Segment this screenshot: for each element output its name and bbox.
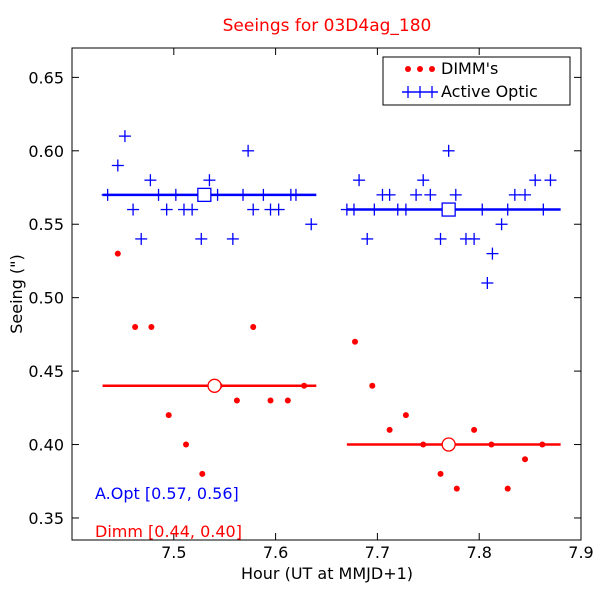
legend-label-dimm: DIMM's bbox=[441, 59, 498, 78]
dimm-point bbox=[267, 397, 274, 404]
active-optic-point bbox=[257, 188, 270, 201]
active-optic-point bbox=[247, 203, 260, 216]
x-axis-label: Hour (UT at MMJD+1) bbox=[241, 564, 413, 583]
legend-dimm-dot bbox=[417, 66, 423, 72]
active-optic-point bbox=[242, 144, 255, 157]
active-optic-point bbox=[468, 232, 481, 245]
active-optic-point bbox=[410, 188, 423, 201]
dimm-point bbox=[132, 324, 139, 331]
active-optic-point bbox=[127, 203, 140, 216]
active-optic-point bbox=[152, 188, 165, 201]
active-optic-point bbox=[169, 188, 182, 201]
dimm-point bbox=[453, 485, 460, 492]
active-optic-point bbox=[501, 203, 514, 216]
legend: DIMM's Active Optic bbox=[382, 56, 571, 106]
active-optic-point bbox=[417, 174, 430, 187]
active-optic-point bbox=[272, 203, 285, 216]
active-optic-point bbox=[211, 188, 224, 201]
active-optic-point bbox=[495, 218, 508, 231]
active-optic-point bbox=[160, 203, 173, 216]
active-optic-point bbox=[442, 144, 455, 157]
y-tick-label: 0.45 bbox=[28, 362, 64, 381]
mean-marker-circle bbox=[207, 378, 222, 393]
active-optic-point bbox=[289, 188, 302, 201]
active-optic-point bbox=[305, 218, 318, 231]
dimm-point bbox=[522, 456, 529, 463]
y-axis-label: Seeing (") bbox=[7, 254, 26, 334]
plot-frame bbox=[71, 47, 582, 541]
active-optic-point bbox=[476, 203, 489, 216]
active-optic-point bbox=[486, 247, 499, 260]
y-tick-label: 0.40 bbox=[28, 436, 64, 455]
y-tick-label: 0.50 bbox=[28, 289, 64, 308]
x-tick-label: 7.6 bbox=[263, 543, 288, 562]
active-optic-point bbox=[203, 174, 216, 187]
legend-dimm-dot bbox=[405, 66, 411, 72]
mean-marker-square bbox=[197, 187, 212, 203]
y-tick-label: 0.55 bbox=[28, 215, 64, 234]
dimm-point bbox=[386, 426, 393, 433]
dimm-point bbox=[165, 412, 172, 419]
active-optic-point bbox=[353, 174, 366, 187]
dimm-point bbox=[148, 324, 155, 331]
x-tick-label: 7.9 bbox=[568, 543, 593, 562]
annotation-aopt: A.Opt [0.57, 0.56] bbox=[95, 484, 239, 503]
active-optic-point bbox=[399, 203, 412, 216]
dimm-point bbox=[250, 324, 257, 331]
active-optic-point bbox=[537, 203, 550, 216]
dimm-point bbox=[301, 382, 308, 389]
y-tick-label: 0.65 bbox=[28, 68, 64, 87]
dimm-point bbox=[504, 485, 511, 492]
legend-box bbox=[382, 56, 571, 106]
dimm-point bbox=[437, 470, 444, 477]
dimm-point bbox=[539, 441, 546, 448]
legend-label-active-optic: Active Optic bbox=[441, 82, 538, 101]
active-optic-point bbox=[135, 232, 148, 245]
active-optic-point bbox=[434, 232, 447, 245]
active-optic-point bbox=[186, 203, 199, 216]
dimm-point bbox=[471, 426, 478, 433]
active-optic-point bbox=[508, 188, 521, 201]
annotation-dimm: Dimm [0.44, 0.40] bbox=[95, 522, 242, 541]
dimm-point bbox=[284, 397, 291, 404]
dimm-point bbox=[233, 397, 240, 404]
dimm-point bbox=[352, 338, 359, 345]
active-optic-point bbox=[347, 203, 360, 216]
dimm-point bbox=[369, 382, 376, 389]
active-optic-point bbox=[544, 174, 557, 187]
active-optic-point bbox=[519, 188, 532, 201]
dimm-point bbox=[420, 441, 427, 448]
active-optic-point bbox=[361, 232, 374, 245]
y-tick-label: 0.35 bbox=[28, 509, 64, 528]
legend-dimm-dot bbox=[429, 66, 435, 72]
active-optic-point bbox=[237, 188, 250, 201]
x-tick-label: 7.7 bbox=[365, 543, 390, 562]
active-optic-point bbox=[424, 188, 437, 201]
chart-title: Seeings for 03D4ag_180 bbox=[223, 16, 432, 36]
mean-marker-circle bbox=[441, 437, 456, 452]
active-optic-point bbox=[111, 159, 124, 172]
mean-marker-square bbox=[441, 202, 456, 217]
active-optic-point bbox=[195, 232, 208, 245]
active-optic-point bbox=[368, 203, 381, 216]
active-optic-point bbox=[118, 130, 131, 143]
active-optic-point bbox=[383, 188, 396, 201]
x-tick-label: 7.5 bbox=[161, 543, 186, 562]
active-optic-point bbox=[481, 276, 494, 289]
dimm-point bbox=[402, 412, 409, 419]
dimm-point bbox=[183, 441, 190, 448]
dimm-point bbox=[199, 470, 206, 477]
dimm-point bbox=[488, 441, 495, 448]
x-tick-label: 7.8 bbox=[466, 543, 491, 562]
active-optic-point bbox=[529, 174, 542, 187]
active-optic-point bbox=[144, 174, 157, 187]
active-optic-point bbox=[449, 188, 462, 201]
active-optic-point bbox=[101, 188, 114, 201]
active-optic-point bbox=[226, 232, 239, 245]
y-tick-label: 0.60 bbox=[28, 142, 64, 161]
dimm-point bbox=[114, 250, 121, 257]
